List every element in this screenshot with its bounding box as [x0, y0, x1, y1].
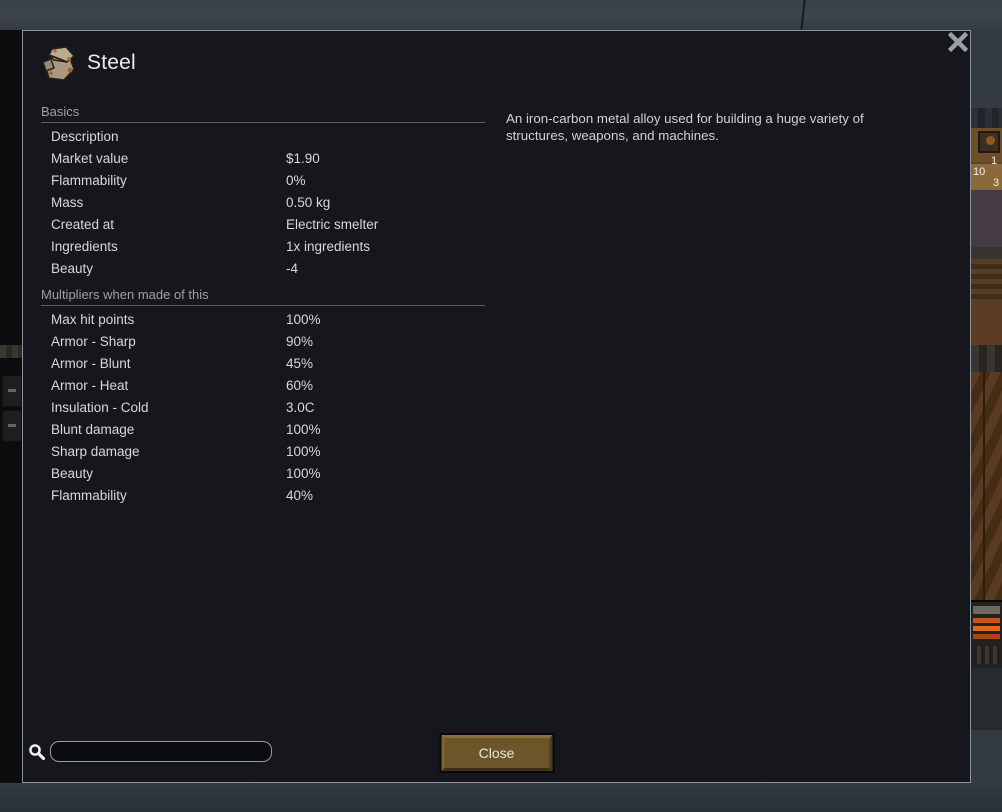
storage-shelf — [971, 162, 1002, 192]
background-rock-bottom — [0, 783, 1002, 812]
heater-coil — [973, 618, 1000, 623]
steel-chunks-icon — [42, 46, 76, 81]
rock-crack — [800, 0, 806, 30]
row-label: Max hit points — [51, 312, 135, 327]
search-input[interactable] — [50, 741, 272, 762]
furniture-cabinet — [971, 128, 1002, 162]
dialog-titlebar: Steel — [39, 43, 136, 83]
table-row[interactable]: Armor - Heat 60% — [41, 375, 485, 397]
steel-info-dialog: Steel Basics Description Market value $1.9… — [22, 30, 971, 783]
row-value: 100% — [286, 312, 321, 327]
heater-object — [971, 600, 1002, 668]
brick-wall-band — [0, 345, 22, 358]
row-value: 3.0C — [286, 400, 315, 415]
row-label: Armor - Sharp — [51, 334, 136, 349]
row-value: 90% — [286, 334, 314, 349]
info-sections: Basics Description Market value $1.90 Flamm… — [41, 104, 485, 514]
search-icon — [29, 744, 46, 761]
wood-plank-floor — [971, 372, 1002, 600]
row-value: 45% — [286, 356, 314, 371]
row-value: 100% — [286, 466, 321, 481]
floor-gray — [971, 668, 1002, 730]
table-row[interactable]: Market value $1.90 — [41, 148, 485, 170]
section-title: Multipliers when made of this — [41, 287, 209, 302]
furniture-shelf — [2, 410, 22, 442]
furniture-shelf — [2, 375, 22, 407]
info-section: Multipliers when made of this Max hit po… — [41, 287, 485, 507]
brick-wall-band — [971, 345, 1002, 372]
table-row[interactable]: Flammability 0% — [41, 170, 485, 192]
rock-floor — [971, 730, 1002, 783]
row-value: 100% — [286, 444, 321, 459]
close-icon[interactable] — [947, 31, 969, 53]
table-row[interactable]: Beauty 100% — [41, 463, 485, 485]
page-title: Steel — [87, 51, 136, 74]
shelf-handle — [8, 389, 16, 392]
table-row[interactable]: Mass 0.50 kg — [41, 192, 485, 214]
row-value: -4 — [286, 261, 299, 276]
row-label: Description — [51, 129, 119, 144]
wall-band — [971, 247, 1002, 259]
heater-top — [973, 606, 1000, 614]
wood-floor — [971, 301, 1002, 345]
stack-count-label: 3 — [993, 177, 1000, 189]
section-divider — [41, 305, 485, 306]
heater-grill — [973, 646, 1000, 664]
stack-count-label: 10 — [973, 166, 986, 178]
table-row[interactable]: Max hit points 100% — [41, 309, 485, 331]
row-label: Ingredients — [51, 239, 118, 254]
table-row[interactable]: Created at Electric smelter — [41, 214, 485, 236]
plank-seam — [983, 372, 985, 600]
carpet-purple — [971, 190, 1002, 247]
table-row[interactable]: Description — [41, 126, 485, 148]
row-label: Created at — [51, 217, 115, 232]
table-row[interactable]: Armor - Sharp 90% — [41, 331, 485, 353]
row-value: 60% — [286, 378, 314, 393]
shelf-handle — [8, 424, 16, 427]
table-row[interactable]: Insulation - Cold 3.0C — [41, 397, 485, 419]
row-value: 100% — [286, 422, 321, 437]
wall-band — [971, 108, 1002, 128]
row-label: Market value — [51, 151, 129, 166]
table-row[interactable]: Armor - Blunt 45% — [41, 353, 485, 375]
row-label: Armor - Heat — [51, 378, 129, 393]
row-label: Mass — [51, 195, 84, 210]
row-label: Armor - Blunt — [51, 356, 131, 371]
background-rock-top — [0, 0, 1002, 30]
row-label: Sharp damage — [51, 444, 140, 459]
section-divider — [41, 122, 485, 123]
row-value: 1x ingredients — [286, 239, 371, 254]
row-label: Beauty — [51, 466, 94, 481]
section-rows: Max hit points 100% Armor - Sharp 90% Armor … — [41, 309, 485, 507]
row-value: 0.50 kg — [286, 195, 331, 210]
row-label: Flammability — [51, 173, 127, 188]
table-row[interactable]: Ingredients 1x ingredients — [41, 236, 485, 258]
row-label: Flammability — [51, 488, 127, 503]
heater-coil — [973, 634, 1000, 639]
row-value: 0% — [286, 173, 306, 188]
table-row[interactable]: Beauty -4 — [41, 258, 485, 280]
info-section: Basics Description Market value $1.90 Flamm… — [41, 104, 485, 280]
row-label: Blunt damage — [51, 422, 135, 437]
close-button[interactable]: Close — [441, 735, 552, 771]
row-value: 40% — [286, 488, 314, 503]
row-label: Beauty — [51, 261, 94, 276]
item-description: An iron-carbon metal alloy used for buil… — [506, 111, 864, 143]
row-value: Electric smelter — [286, 217, 379, 232]
background-room-left — [0, 30, 22, 783]
section-title: Basics — [41, 104, 80, 119]
cabinet-knob — [986, 136, 995, 145]
stack-count-label: 1 — [991, 155, 998, 167]
row-label: Insulation - Cold — [51, 400, 149, 415]
striped-floor — [971, 259, 1002, 301]
section-rows: Description Market value $1.90 Flammability… — [41, 126, 485, 280]
table-row[interactable]: Blunt damage 100% — [41, 419, 485, 441]
table-row[interactable]: Sharp damage 100% — [41, 441, 485, 463]
background-room-right: 1 10 3 — [971, 30, 1002, 783]
row-value: $1.90 — [286, 151, 320, 166]
heater-coil — [973, 626, 1000, 631]
table-row[interactable]: Flammability 40% — [41, 485, 485, 507]
